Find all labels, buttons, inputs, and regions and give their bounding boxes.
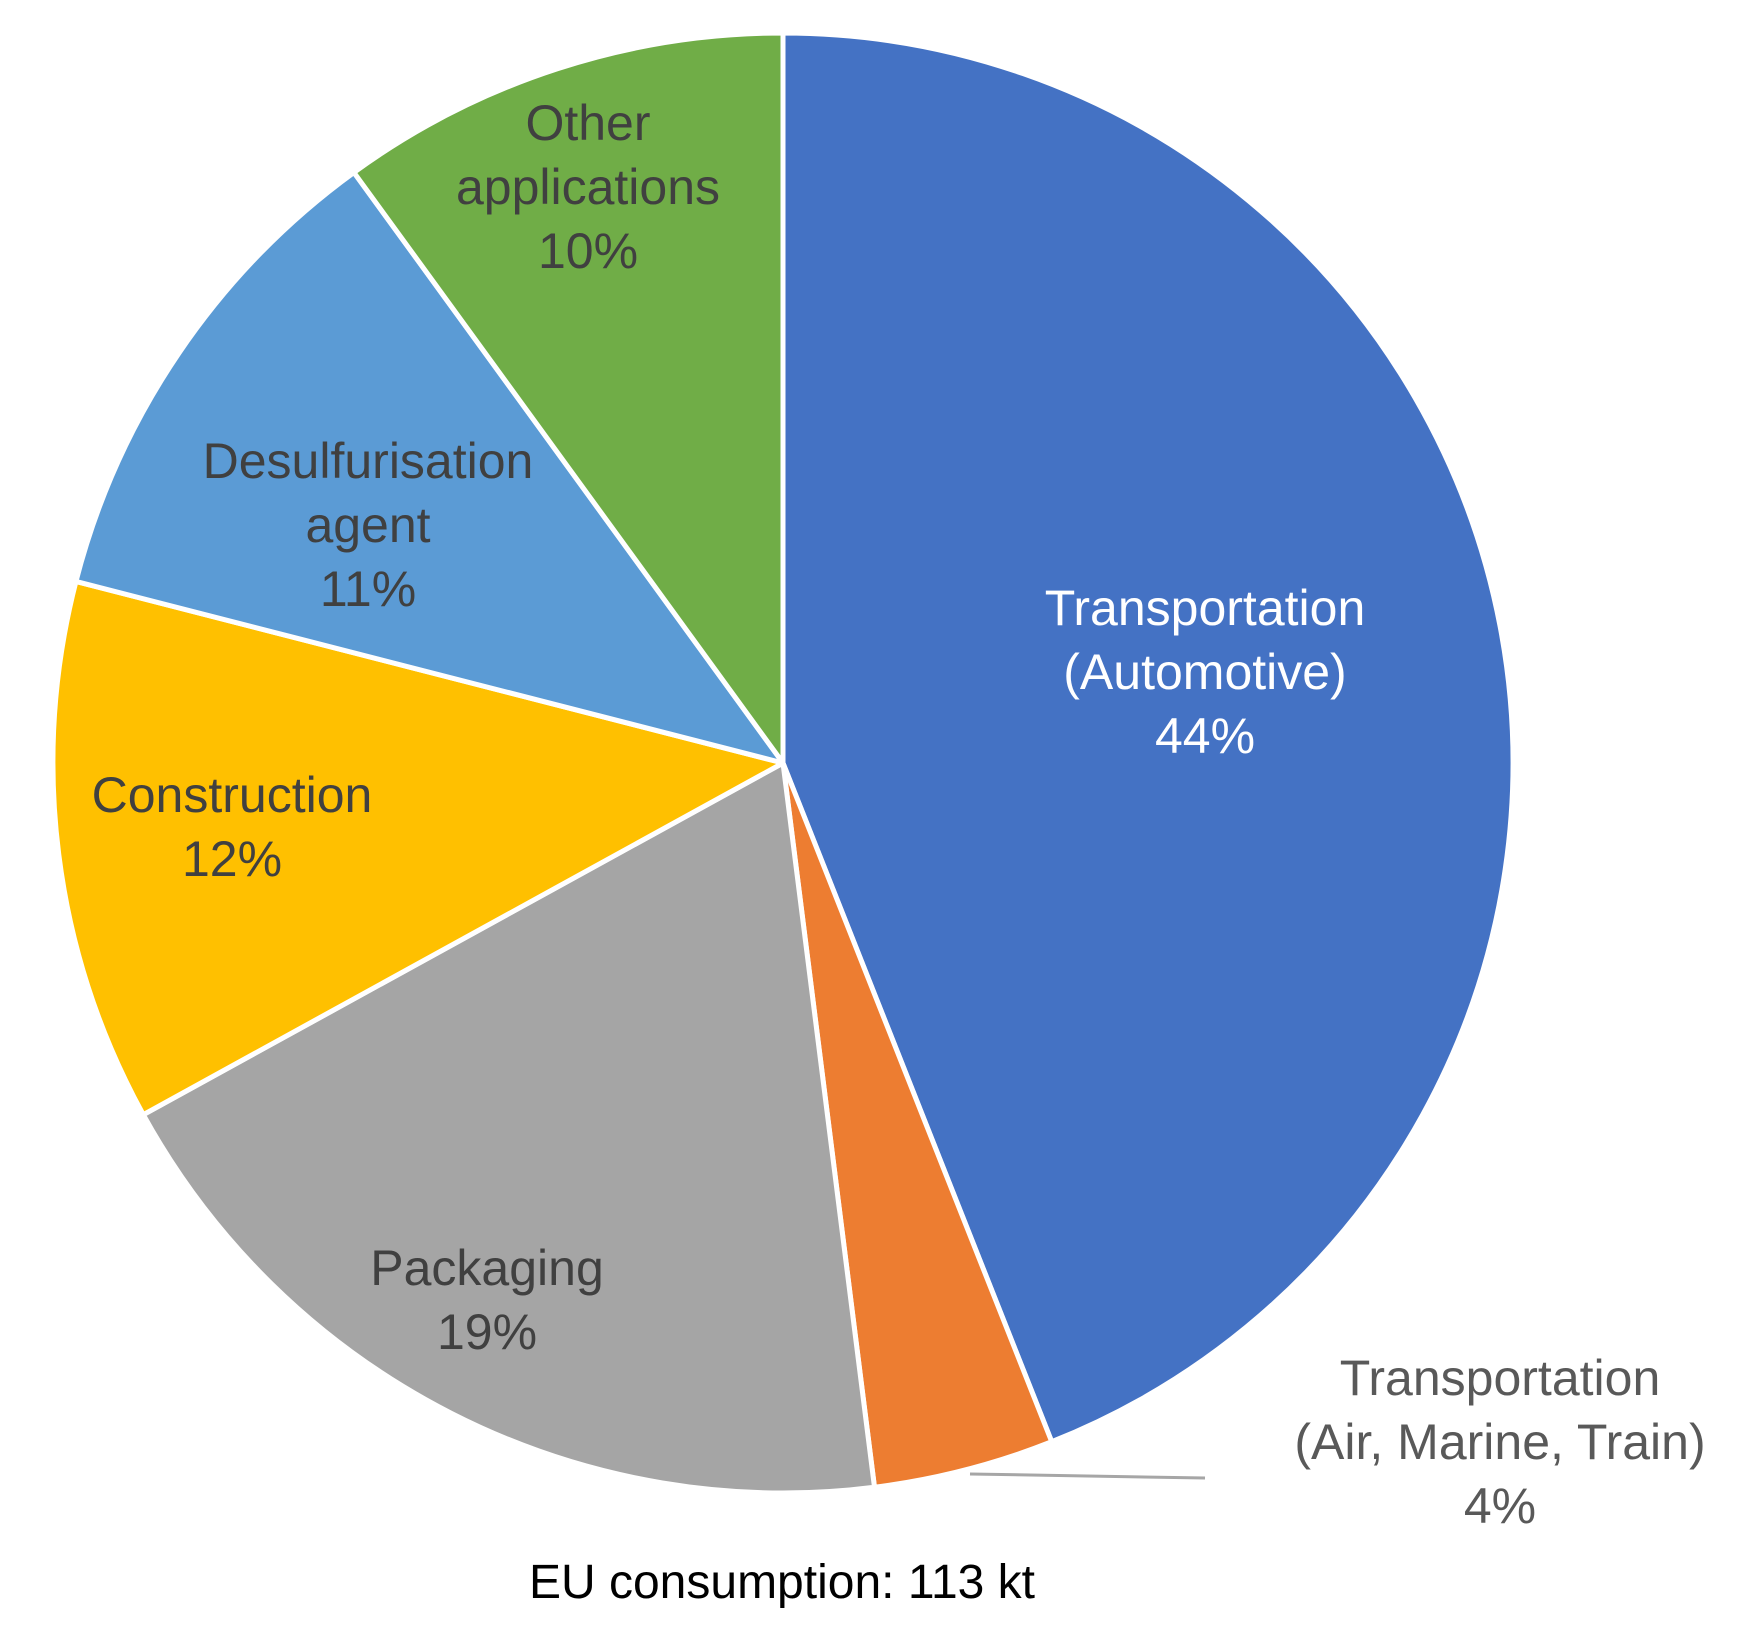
pie-slice-packaging: [140, 760, 877, 1496]
pie-slices: [50, 30, 1516, 1496]
slice-name-line: Packaging: [370, 1240, 604, 1296]
pie-slice-transportation-automotive: [780, 30, 1516, 1445]
pie-slice-transportation-air-marine-train: [780, 760, 1055, 1490]
slice-label-transportation-air-marine-train: Transportation (Air, Marine, Train) 4%: [1294, 1350, 1705, 1534]
slice-name-line: applications: [456, 159, 720, 215]
pie-slice-other-applications: [351, 30, 786, 766]
slice-name-line: Transportation: [1340, 1350, 1661, 1406]
slice-value-label: 12%: [182, 831, 282, 887]
slice-labels: Transportation (Automotive) 44%Transportat…: [92, 95, 1706, 1534]
slice-label-construction: Construction 12%: [92, 767, 373, 887]
slice-label-desulfurisation-agent: Desulfurisation agent 11%: [203, 433, 534, 617]
slice-name-line: Other: [525, 95, 650, 151]
slice-name-line: Transportation: [1045, 580, 1366, 636]
slice-value-label: 4%: [1464, 1478, 1536, 1534]
slice-value-label: 10%: [538, 223, 638, 279]
slice-name-line: (Automotive): [1063, 644, 1346, 700]
slice-label-transportation-automotive: Transportation (Automotive) 44%: [1045, 580, 1366, 764]
slice-label-packaging: Packaging 19%: [370, 1240, 604, 1360]
slice-name-line: (Air, Marine, Train): [1294, 1414, 1705, 1470]
pie-slice-construction: [50, 578, 786, 1118]
slice-name-line: Construction: [92, 767, 373, 823]
slice-value-label: 44%: [1155, 708, 1255, 764]
leader-line: [969, 1472, 1206, 1480]
slice-label-other-applications: Other applications 10%: [456, 95, 720, 279]
slice-name-line: agent: [305, 497, 430, 553]
pie-slice-desulfurisation-agent: [73, 169, 786, 766]
chart-caption: EU consumption: 113 kt: [529, 1556, 1035, 1609]
slice-value-label: 11%: [320, 561, 416, 617]
slice-name-line: Desulfurisation: [203, 433, 534, 489]
slice-value-label: 19%: [437, 1304, 537, 1360]
